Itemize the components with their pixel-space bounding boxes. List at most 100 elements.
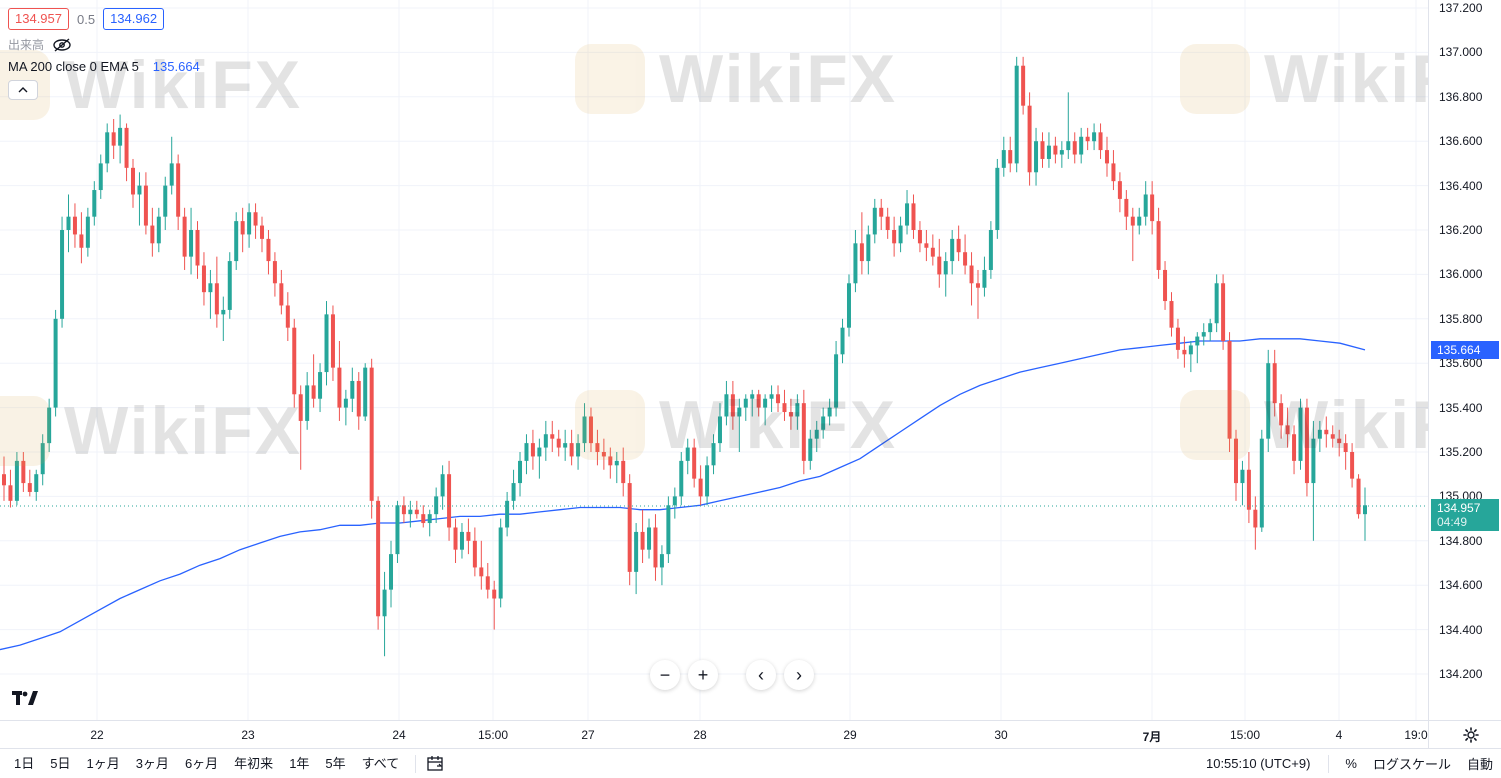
candle-body — [1053, 145, 1058, 155]
candle-body — [763, 398, 768, 408]
collapse-legend-button[interactable] — [8, 80, 38, 100]
candle-body — [498, 527, 503, 599]
range-1y-button[interactable]: 1年 — [289, 755, 310, 771]
price-tick-label: 137.000 — [1439, 45, 1483, 60]
ask-price[interactable]: 134.962 — [103, 8, 165, 30]
chart-navigation: − + ‹ › — [650, 660, 814, 690]
range-3m-button[interactable]: 3ヶ月 — [135, 755, 169, 771]
scroll-left-button[interactable]: ‹ — [746, 660, 776, 690]
candle-bullish — [47, 398, 52, 452]
ma-row[interactable]: MA 200 close 0 EMA 5 135.664 — [8, 59, 200, 74]
time-tick-label: 29 — [843, 728, 857, 742]
candle-body — [769, 394, 774, 399]
time-axis[interactable]: 22 23 24 15:00 27 28 29 30 7月 15:00 4 19:0 — [0, 720, 1428, 748]
candle-body — [150, 225, 155, 244]
zoom-in-button[interactable]: + — [688, 660, 718, 690]
bottom-toolbar: 1日 5日 1ヶ月 3ヶ月 6ヶ月 年初来 1年 5年 すべて 10:55:10… — [0, 748, 1501, 778]
candle-bearish — [621, 447, 626, 497]
candle-body — [14, 460, 19, 501]
candle-bearish — [1104, 136, 1109, 177]
candle-body — [595, 443, 600, 452]
candle-bullish — [66, 194, 71, 253]
candle-bullish — [14, 452, 19, 506]
candle-bearish — [485, 563, 490, 599]
price-scale[interactable]: 137.200 137.000 136.800 136.600 136.400 136.2… — [1428, 0, 1501, 720]
candle-body — [1208, 323, 1213, 333]
candle-bullish — [221, 296, 226, 341]
ma-indicator-label[interactable]: MA 200 close 0 EMA 5 — [8, 59, 139, 74]
candle-bearish — [556, 429, 561, 457]
candle-bearish — [1285, 407, 1290, 448]
candle-body — [34, 474, 39, 492]
candle-bullish — [685, 438, 690, 475]
candle-bearish — [176, 154, 181, 230]
range-1d-button[interactable]: 1日 — [14, 755, 35, 771]
candle-body — [969, 265, 974, 284]
candle-body — [963, 252, 968, 266]
candle-bullish — [505, 491, 510, 537]
candle-bullish — [1079, 127, 1084, 164]
range-1m-button[interactable]: 1ヶ月 — [86, 755, 120, 771]
range-5d-button[interactable]: 5日 — [50, 755, 71, 771]
candle-body — [543, 434, 548, 448]
candle-bearish — [182, 207, 187, 270]
tradingview-logo-icon[interactable] — [8, 684, 42, 712]
date-range-icon[interactable] — [424, 752, 448, 776]
candle-body — [705, 465, 710, 497]
price-tick-label: 134.400 — [1439, 622, 1483, 637]
range-all-button[interactable]: すべて — [361, 755, 400, 771]
scroll-right-button[interactable]: › — [784, 660, 814, 690]
candle-body — [459, 531, 464, 550]
range-6m-button[interactable]: 6ヶ月 — [184, 755, 219, 771]
range-ytd-button[interactable]: 年初来 — [234, 755, 274, 771]
candle-body — [1188, 345, 1193, 355]
candle-body — [801, 403, 806, 461]
candle-bearish — [453, 518, 458, 563]
candle-bearish — [911, 194, 916, 239]
candle-bearish — [1008, 136, 1013, 173]
price-tick-label: 135.200 — [1439, 445, 1483, 459]
candle-bullish — [1259, 429, 1264, 532]
candle-bullish — [498, 518, 503, 608]
time-tick-label: 19:0 — [1404, 728, 1428, 742]
candle-body — [808, 438, 813, 461]
settings-gear-icon[interactable] — [1463, 726, 1479, 743]
candle-bearish — [550, 420, 555, 452]
candle-body — [131, 167, 136, 195]
candle-body — [827, 407, 832, 417]
log-scale-toggle[interactable]: ログスケール — [1372, 757, 1451, 772]
time-tick-label: 24 — [392, 728, 406, 742]
eye-hidden-icon[interactable] — [52, 37, 72, 52]
timezone-clock[interactable]: 10:55:10 (UTC+9) — [1205, 756, 1311, 771]
candle-bullish — [647, 518, 652, 559]
time-tick-label: 22 — [90, 728, 104, 742]
candle-bearish — [1169, 292, 1174, 337]
candle-bullish — [750, 389, 755, 417]
candle-bullish — [982, 256, 987, 297]
candle-body — [1266, 363, 1271, 439]
candlestick-chart[interactable] — [0, 0, 1428, 720]
candle-body — [350, 380, 355, 399]
zoom-out-button[interactable]: − — [650, 660, 680, 690]
candle-bearish — [466, 518, 471, 555]
chart-pane[interactable]: WikiFX WikiFX WikiFX WikiFX WikiFX WikiF… — [0, 0, 1428, 720]
candle-bearish — [414, 500, 419, 519]
time-tick-label: 15:00 — [477, 728, 509, 742]
auto-scale-toggle[interactable]: 自動 — [1466, 757, 1493, 772]
candle-bullish — [459, 523, 464, 559]
candle-bullish — [1240, 460, 1245, 506]
candle-body — [1066, 141, 1071, 151]
candle-body — [1221, 283, 1226, 341]
candle-bearish — [1124, 190, 1129, 230]
candle-bullish — [1066, 92, 1071, 159]
bid-price[interactable]: 134.957 — [8, 8, 69, 30]
candle-bearish — [1246, 452, 1251, 524]
percent-toggle[interactable]: % — [1345, 756, 1357, 771]
candle-body — [260, 225, 265, 239]
candle-body — [272, 261, 277, 284]
candle-body — [1059, 150, 1064, 155]
range-5y-button[interactable]: 5年 — [325, 755, 346, 771]
candle-body — [872, 207, 877, 235]
candle-body — [640, 531, 645, 550]
current-price-label: 134.957 04:49 — [1431, 499, 1499, 531]
